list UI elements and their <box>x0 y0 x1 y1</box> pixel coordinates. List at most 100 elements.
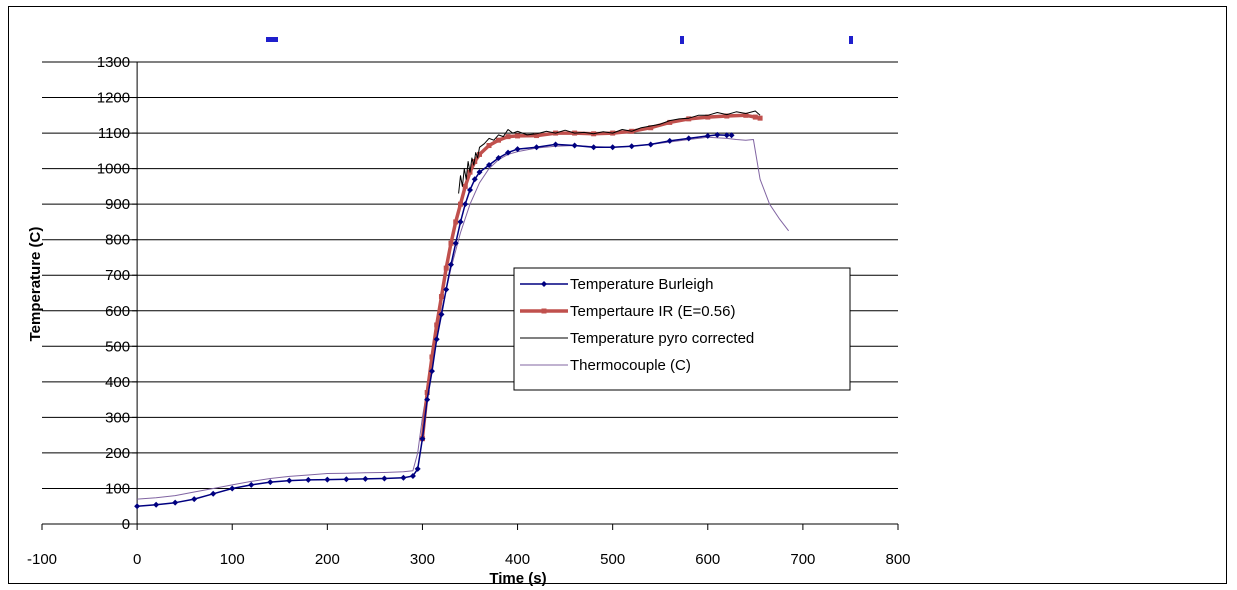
data-point <box>229 485 236 492</box>
title-fragment <box>680 36 684 44</box>
y-tick-label: 1200 <box>97 90 130 107</box>
data-point <box>757 115 763 121</box>
data-point <box>134 503 141 510</box>
data-point <box>552 141 559 148</box>
y-tick-label: 1000 <box>97 161 130 178</box>
data-point <box>381 475 388 482</box>
data-point <box>453 219 459 225</box>
x-tick-label: 300 <box>410 551 435 568</box>
data-point <box>248 481 255 488</box>
x-tick-label: 0 <box>133 551 141 568</box>
data-point <box>743 112 749 118</box>
data-point <box>704 132 711 139</box>
chart-frame <box>8 6 1227 584</box>
data-point <box>343 476 350 483</box>
x-tick-label: 200 <box>315 551 340 568</box>
y-tick-label: 600 <box>105 303 130 320</box>
data-point <box>628 143 635 150</box>
axes <box>42 62 898 525</box>
data-point <box>438 311 445 318</box>
data-point <box>210 490 217 497</box>
y-tick-label: 300 <box>105 409 130 426</box>
data-point <box>305 476 312 483</box>
data-point <box>419 435 426 442</box>
data-point <box>324 476 331 483</box>
y-tick-label: 500 <box>105 338 130 355</box>
data-point <box>515 133 521 139</box>
data-point <box>686 116 692 122</box>
data-point <box>514 146 521 153</box>
data-point <box>486 143 492 149</box>
data-point <box>424 390 430 396</box>
data-point <box>534 133 540 139</box>
data-point <box>496 137 502 143</box>
data-point <box>452 240 459 247</box>
data-point <box>471 176 478 183</box>
title-fragments <box>266 36 853 44</box>
y-tick-label: 1100 <box>98 125 130 142</box>
x-tick-label: 600 <box>695 551 720 568</box>
data-point <box>438 294 444 300</box>
data-point <box>400 474 407 481</box>
data-point <box>590 144 597 151</box>
data-point <box>267 479 274 486</box>
data-point <box>486 162 493 169</box>
data-point <box>505 134 511 140</box>
data-point <box>409 473 416 480</box>
legend: Temperature Burleigh Tempertaure IR (E=0.… <box>513 267 851 391</box>
data-point <box>362 475 369 482</box>
data-point <box>609 144 616 151</box>
data-point <box>667 119 673 125</box>
legend-box <box>513 267 851 391</box>
x-tick-label: 800 <box>885 551 910 568</box>
series-line <box>137 136 789 500</box>
x-axis-title: Time (s) <box>489 570 546 587</box>
x-tick-label: -100 <box>27 551 57 568</box>
data-point <box>666 137 673 144</box>
x-axis-ticks: -100 0 100 200 300 400 500 600 700 800 <box>27 524 911 568</box>
data-point <box>685 135 692 142</box>
data-point <box>648 125 654 131</box>
data-point <box>477 151 483 157</box>
data-point <box>705 114 711 120</box>
data-point <box>714 131 721 138</box>
data-point <box>443 286 450 293</box>
data-point <box>433 336 440 343</box>
data-point <box>533 144 540 151</box>
data-point <box>505 149 512 156</box>
data-point <box>153 501 160 508</box>
y-tick-label: 100 <box>105 480 130 497</box>
data-point <box>457 218 464 225</box>
series-line <box>458 110 761 194</box>
data-point <box>723 132 730 139</box>
data-point <box>462 201 469 208</box>
legend-marker <box>541 281 547 287</box>
data-point <box>647 141 654 148</box>
data-point <box>286 477 293 484</box>
data-point <box>172 499 179 506</box>
y-tick-label: 1300 <box>97 54 130 71</box>
legend-label: Temperature Burleigh <box>570 276 713 293</box>
x-tick-label: 700 <box>790 551 815 568</box>
data-point <box>448 240 454 246</box>
y-tick-label: 800 <box>105 232 130 249</box>
y-axis-ticks: 0 100 200 300 400 500 600 700 800 900 1000 1100 1200… <box>97 54 138 533</box>
y-tick-label: 400 <box>105 374 130 391</box>
data-point <box>429 354 435 360</box>
y-tick-label: 0 <box>122 516 130 533</box>
y-tick-label: 900 <box>105 196 130 213</box>
data-point <box>447 261 454 268</box>
x-tick-label: 400 <box>505 551 530 568</box>
data-point <box>457 201 463 207</box>
title-fragment <box>849 36 853 44</box>
data-point <box>424 396 431 403</box>
x-tick-label: 500 <box>600 551 625 568</box>
legend-label: Temperature pyro corrected <box>570 330 754 347</box>
y-tick-label: 200 <box>105 445 130 462</box>
data-point <box>467 186 473 193</box>
data-point <box>495 154 502 161</box>
y-axis-title: Temperature (C) <box>27 227 44 342</box>
legend-marker <box>541 308 547 314</box>
data-point <box>434 322 440 328</box>
